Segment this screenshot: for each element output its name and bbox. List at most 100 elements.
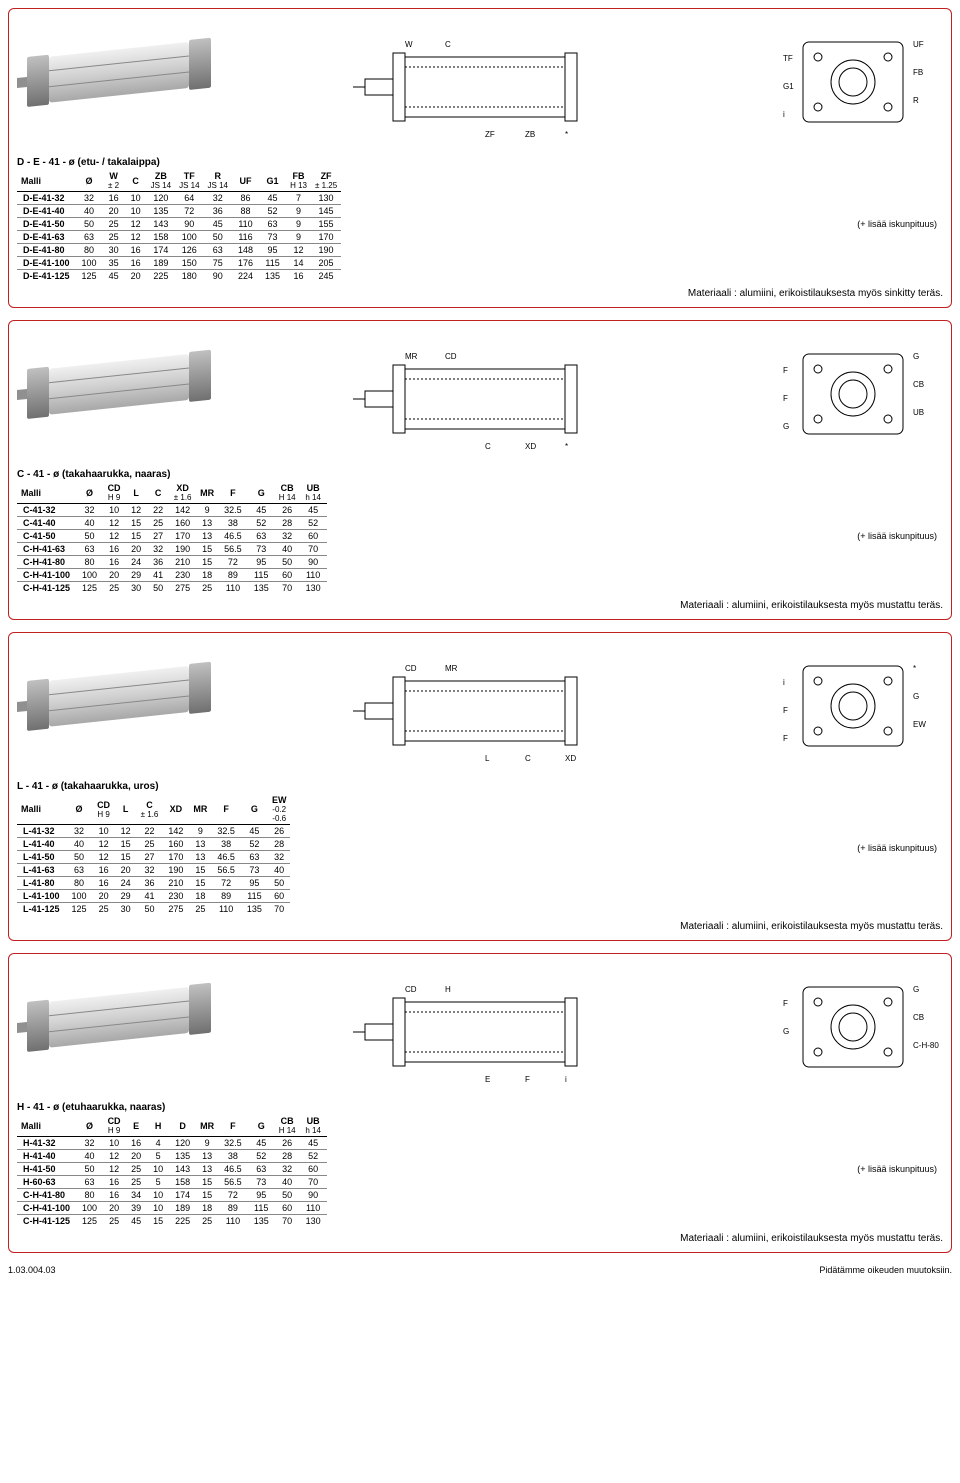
value-cell: 10 — [103, 504, 125, 517]
stroke-note: (+ lisää iskunpituus) — [857, 531, 937, 541]
value-cell: 63 — [76, 1176, 103, 1189]
value-cell: 16 — [286, 270, 311, 283]
col-header: Malli — [17, 482, 76, 504]
value-cell: 100 — [76, 1202, 103, 1215]
col-header: XD± 1.6 — [169, 482, 196, 504]
svg-text:EW: EW — [913, 720, 926, 729]
col-header: UBh 14 — [300, 482, 327, 504]
table-title: L - 41 - ø (takahaarukka, uros) — [17, 781, 943, 792]
value-cell: 16 — [93, 864, 115, 877]
value-cell: 63 — [248, 530, 275, 543]
value-cell: 12 — [103, 1150, 125, 1163]
header-main: C — [129, 176, 143, 186]
header-sub: h 14 — [304, 493, 323, 502]
value-cell: 125 — [76, 1215, 103, 1228]
value-cell: 13 — [196, 1163, 218, 1176]
svg-text:R: R — [913, 96, 919, 105]
value-cell: 158 — [147, 231, 175, 244]
model-cell: H-41-50 — [17, 1163, 76, 1176]
svg-text:G: G — [913, 692, 919, 701]
value-cell: 75 — [204, 257, 232, 270]
svg-text:C: C — [445, 40, 451, 49]
cylinder-photo — [17, 17, 227, 137]
svg-text:F: F — [783, 999, 788, 1008]
value-cell: 155 — [311, 218, 341, 231]
value-cell: 41 — [147, 569, 169, 582]
diagram-pair: CDMRLCXD *iGFEWF — [235, 641, 943, 771]
value-cell: 32 — [204, 192, 232, 205]
header-sub: H 14 — [279, 1126, 296, 1135]
value-cell: 13 — [196, 530, 218, 543]
value-cell: 95 — [241, 877, 268, 890]
value-cell: 20 — [115, 864, 137, 877]
value-cell: 38 — [218, 517, 248, 530]
svg-text:C-H-80: C-H-80 — [913, 1041, 939, 1050]
svg-text:G: G — [913, 985, 919, 994]
value-cell: 9 — [196, 1137, 218, 1150]
diagram-pair: CDHEFi GFCBGC-H-80 — [235, 962, 943, 1092]
value-cell: 63 — [76, 231, 103, 244]
value-cell: 52 — [300, 517, 327, 530]
value-cell: 135 — [147, 205, 175, 218]
value-cell: 36 — [147, 556, 169, 569]
col-header: D — [169, 1115, 196, 1137]
value-cell: 189 — [147, 257, 175, 270]
model-cell: C-H-41-125 — [17, 1215, 76, 1228]
value-cell: 13 — [196, 517, 218, 530]
value-cell: 10 — [147, 1202, 169, 1215]
value-cell: 50 — [76, 1163, 103, 1176]
value-cell: 46.5 — [218, 1163, 248, 1176]
value-cell: 95 — [248, 1189, 275, 1202]
header-main: R — [208, 171, 228, 181]
value-cell: 12 — [125, 231, 147, 244]
value-cell: 86 — [232, 192, 259, 205]
value-cell: 22 — [137, 825, 163, 838]
header-main: UF — [236, 176, 255, 186]
value-cell: 45 — [241, 825, 268, 838]
model-cell: C-H-41-80 — [17, 556, 76, 569]
value-cell: 90 — [300, 556, 327, 569]
end-diagram: UFTFFBG1Ri — [763, 17, 943, 147]
value-cell: 63 — [66, 864, 93, 877]
header-main: Malli — [21, 176, 72, 186]
header-main: CB — [279, 1116, 296, 1126]
value-cell: 13 — [196, 1150, 218, 1163]
side-diagram: CDHEFi — [235, 962, 755, 1092]
header-main: TF — [179, 171, 199, 181]
svg-text:F: F — [783, 394, 788, 403]
value-cell: 80 — [76, 244, 103, 257]
value-cell: 46.5 — [211, 851, 241, 864]
table-row: H-41-4040122051351338522852 — [17, 1150, 327, 1163]
stroke-note: (+ lisää iskunpituus) — [857, 843, 937, 853]
header-sub: JS 14 — [208, 181, 228, 190]
model-cell: C-H-41-100 — [17, 569, 76, 582]
value-cell: 60 — [300, 530, 327, 543]
value-cell: 174 — [169, 1189, 196, 1202]
value-cell: 190 — [169, 543, 196, 556]
header-main: XD — [173, 483, 192, 493]
col-header: CBH 14 — [275, 1115, 300, 1137]
model-cell: H-60-63 — [17, 1176, 76, 1189]
footer-left: 1.03.004.03 — [8, 1265, 56, 1275]
header-sub: H 9 — [107, 493, 121, 502]
value-cell: 40 — [66, 838, 93, 851]
value-cell: 95 — [259, 244, 286, 257]
value-cell: 12 — [93, 851, 115, 864]
svg-text:UB: UB — [913, 408, 924, 417]
value-cell: 15 — [196, 1189, 218, 1202]
value-cell: 46.5 — [218, 530, 248, 543]
value-cell: 16 — [125, 257, 147, 270]
table-row: D-E-41-80803016174126631489512190 — [17, 244, 341, 257]
value-cell: 24 — [115, 877, 137, 890]
header-sub: ± 1.25 — [315, 181, 337, 190]
value-cell: 88 — [232, 205, 259, 218]
header-sub: H 9 — [97, 810, 111, 819]
value-cell: 40 — [76, 517, 103, 530]
header-sub: H 14 — [279, 493, 296, 502]
table-row: L-41-100100202941230188911560 — [17, 890, 290, 903]
value-cell: 25 — [137, 838, 163, 851]
value-cell: 95 — [248, 556, 275, 569]
table-row: H-60-6363162551581556.5734070 — [17, 1176, 327, 1189]
value-cell: 135 — [169, 1150, 196, 1163]
col-header: E — [125, 1115, 147, 1137]
